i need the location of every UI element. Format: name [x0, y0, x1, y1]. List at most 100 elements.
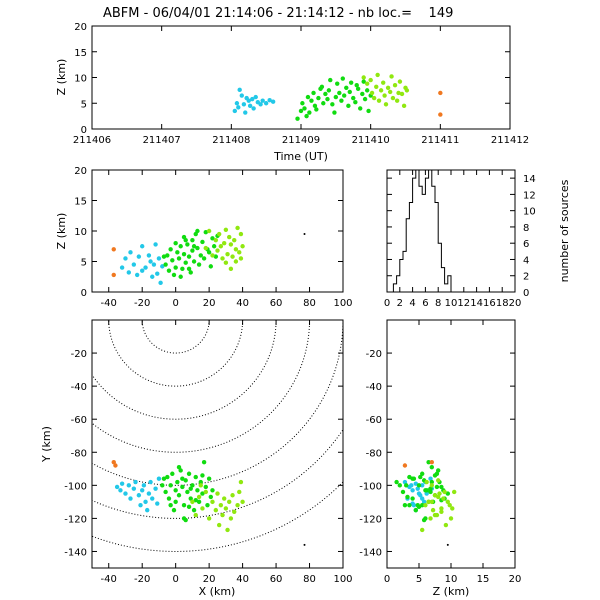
plan_view-point [210, 499, 215, 505]
height_plan-point [429, 499, 434, 505]
height_plan-point [429, 459, 434, 465]
time_height-point [241, 102, 247, 107]
x_height-point [136, 254, 142, 259]
plan_view-point [230, 493, 235, 498]
plan_view-point [191, 507, 197, 513]
height_plan-point [428, 489, 433, 495]
plan_view-point [150, 496, 155, 501]
time_height-ytick-label: 10 [74, 74, 87, 85]
time_height-point [358, 106, 363, 111]
x_height-ytick-label: 5 [81, 258, 87, 269]
x_height-point [140, 244, 145, 249]
x_height-point [150, 274, 155, 279]
time_height-point [383, 102, 389, 107]
x_height-point [210, 236, 215, 241]
height_plan-xtick-label: 5 [416, 574, 422, 585]
x_height-xtick-label: 0 [172, 298, 178, 309]
height_plan-point [394, 479, 399, 485]
time_height-point [438, 90, 443, 96]
time_height-point [333, 94, 339, 100]
plan_view-point [198, 479, 203, 485]
time_height-ylabel: Z (km) [55, 59, 68, 96]
x_height-point [140, 268, 145, 273]
time_height-point [353, 100, 358, 105]
plan_view-ytick-label: -40 [71, 382, 87, 393]
plan_view-point [216, 522, 222, 528]
time_height-point [337, 90, 342, 96]
time_height-point [243, 110, 248, 115]
time_height-point [371, 95, 377, 101]
plan_view-point [180, 484, 185, 490]
plan_view-range-ring [141, 320, 210, 354]
figure-title: ABFM - 06/04/01 21:14:06 - 21:14:12 - nb… [103, 6, 453, 21]
x_height-point [188, 270, 193, 275]
plan_view-xtick-label: 0 [172, 574, 178, 585]
height_plan-point [429, 464, 434, 470]
x_height-point [196, 262, 202, 267]
x_height-point [190, 237, 195, 243]
height_plan-point [434, 484, 440, 490]
plan_view-point [201, 459, 207, 465]
x_height-point [148, 259, 153, 264]
height_histogram-xtick-label: 18 [496, 298, 509, 309]
plan_view-point [131, 486, 137, 491]
time_height-point [253, 94, 258, 100]
x_height-point [190, 248, 195, 253]
x_height-point [131, 262, 137, 267]
x_height-xtick-label: -40 [101, 298, 117, 309]
plan_view-point [195, 488, 200, 493]
time_height-xlabel: Time (UT) [273, 150, 328, 163]
time_height-point [304, 113, 309, 119]
plan_view-point [181, 502, 187, 508]
height_histogram-step-line [387, 170, 515, 292]
plan_view-point [205, 502, 210, 508]
height_plan-point [418, 493, 423, 498]
height_plan-point [420, 496, 425, 501]
height_plan-point [441, 496, 446, 501]
height_histogram-xtick-label: 4 [409, 298, 415, 309]
height_histogram-xtick-label: 6 [422, 298, 428, 309]
height_plan-point [423, 502, 428, 508]
height_histogram-ytick-label: 2 [523, 272, 529, 283]
height_histogram-ytick-label: 14 [523, 174, 536, 185]
height_plan-point [424, 479, 429, 485]
height_histogram-xtick-label: 0 [384, 298, 390, 309]
plan_view-point [221, 496, 227, 501]
x_height-point [238, 256, 244, 261]
x_height-point [198, 253, 203, 258]
x_height-point [191, 259, 197, 264]
plan_view-frame [91, 319, 344, 569]
time_height-point [396, 90, 401, 96]
x_height-point [186, 266, 192, 272]
plan_view-point [176, 493, 182, 498]
time_height-point [236, 105, 241, 110]
time_height-point [330, 102, 335, 107]
plan_view-point [114, 484, 120, 490]
height_histogram-plot-area [387, 170, 515, 292]
time_height-plot-area [232, 72, 443, 121]
x_height-point [225, 251, 230, 257]
plan_view-point [190, 483, 195, 488]
time_height-point [326, 88, 332, 93]
time_height-point [298, 108, 304, 114]
time_height-ytick-label: 20 [74, 22, 87, 33]
time_height-xtick-label: 211409 [282, 135, 320, 146]
time_height-point [251, 106, 256, 111]
x_height-point [232, 237, 237, 243]
time_height-point [354, 83, 359, 88]
height_histogram-xtick-label: 14 [470, 298, 483, 309]
height_histogram-ytick-label: 6 [523, 239, 529, 250]
plan_view-point [208, 494, 214, 500]
plan_view-point [171, 507, 177, 513]
height_plan-point [450, 506, 455, 511]
plan_view-point [123, 491, 128, 496]
height_plan-point [420, 527, 425, 533]
time_height-point [263, 101, 269, 106]
time_height-point [247, 103, 253, 109]
x_height-point [233, 247, 239, 252]
height_histogram-bar [419, 186, 422, 292]
height_plan-point [407, 502, 412, 508]
height_plan-point [436, 478, 441, 483]
x_height-point [208, 264, 214, 269]
x_height-point [230, 254, 235, 259]
